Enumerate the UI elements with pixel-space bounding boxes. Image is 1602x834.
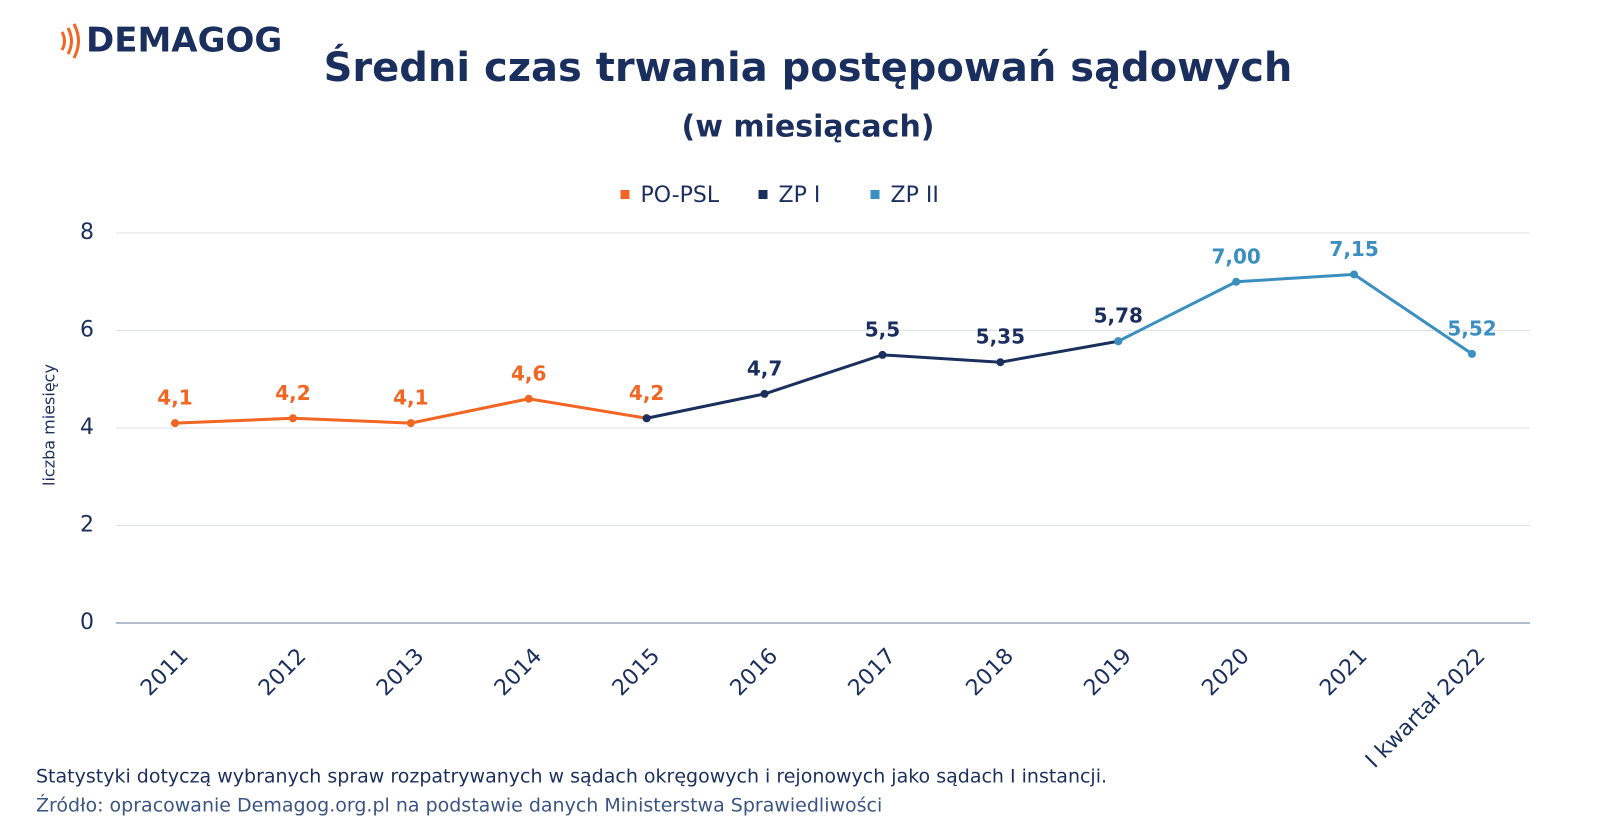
- data-label: 4,1: [157, 386, 192, 410]
- point: [288, 414, 297, 423]
- point: [406, 419, 415, 428]
- legend-label: PO-PSL: [641, 183, 720, 208]
- data-label: 4,7: [747, 356, 782, 380]
- x-tick-label: 2017: [844, 644, 901, 701]
- x-tick-label: 2020: [1197, 644, 1254, 701]
- x-tick-label: 2019: [1079, 644, 1136, 701]
- legend-swatch: [758, 190, 768, 199]
- x-tick-label: I kwartał 2022: [1361, 644, 1490, 773]
- point: [642, 414, 651, 423]
- chart-subtitle: (w miesiącach): [681, 110, 934, 145]
- x-tick-label: 2013: [372, 644, 429, 701]
- point: [524, 394, 533, 403]
- series-line: [1117, 272, 1473, 356]
- data-label: 4,1: [393, 386, 428, 410]
- y-tick-label: 6: [80, 318, 94, 343]
- x-tick-label: 2014: [490, 644, 547, 701]
- data-label: 7,00: [1212, 244, 1261, 268]
- data-label: 4,2: [275, 381, 310, 405]
- chart-title: Średni czas trwania postępowań sądowych: [324, 43, 1293, 91]
- y-axis-label: liczba miesięcy: [40, 364, 59, 486]
- point: [171, 419, 179, 428]
- x-tick-label: 2021: [1315, 644, 1372, 701]
- point: [878, 350, 887, 359]
- x-tick-label: 2012: [254, 644, 311, 701]
- data-label: 4,6: [511, 361, 546, 385]
- point: [1114, 337, 1123, 346]
- data-label: 4,2: [629, 381, 664, 405]
- point: [1232, 277, 1241, 286]
- point: [1468, 349, 1476, 358]
- note: Statystyki dotyczą wybranych spraw rozpa…: [36, 766, 1107, 788]
- y-tick-label: 8: [80, 220, 94, 245]
- data-label: 5,78: [1094, 304, 1143, 328]
- legend-label: ZP II: [891, 183, 939, 208]
- x-tick-label: 2011: [136, 644, 193, 701]
- point: [760, 389, 769, 398]
- source: Źródło: opracowanie Demagog.org.pl na po…: [36, 794, 882, 817]
- data-label: 7,15: [1329, 237, 1378, 261]
- data-label: 5,52: [1447, 316, 1496, 340]
- data-label: 5,35: [976, 325, 1025, 349]
- logo-icon: [60, 23, 80, 59]
- y-tick-label: 2: [80, 513, 94, 538]
- legend-swatch: [620, 190, 630, 199]
- logo: DEMAGOG: [86, 21, 282, 61]
- y-tick-label: 4: [80, 415, 94, 440]
- point: [1350, 270, 1359, 279]
- y-tick-label: 0: [80, 610, 94, 635]
- point: [996, 358, 1005, 367]
- x-tick-label: 2016: [726, 644, 783, 701]
- data-label: 5,5: [865, 317, 900, 341]
- legend-swatch: [870, 190, 880, 199]
- x-tick-label: 2015: [608, 644, 665, 701]
- legend-label: ZP I: [779, 183, 821, 208]
- x-tick-label: 2018: [962, 644, 1019, 701]
